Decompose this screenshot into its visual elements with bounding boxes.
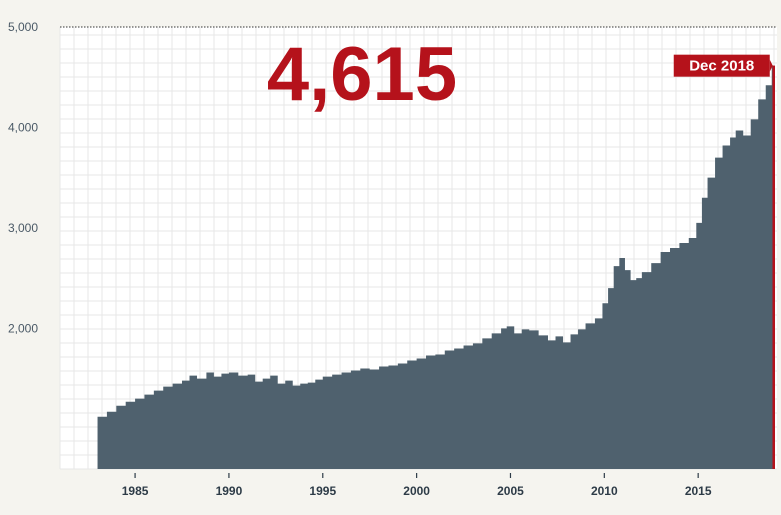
- end-tag-label: Dec 2018: [689, 58, 754, 75]
- x-tick-label: 1995: [309, 484, 336, 498]
- y-tick-label: 3,000: [8, 221, 38, 235]
- end-marker: Dec 2018: [673, 54, 775, 469]
- x-tick-label: 2005: [497, 484, 524, 498]
- x-tick-label: 1990: [216, 484, 243, 498]
- y-tick-label: 2,000: [8, 321, 38, 335]
- y-tick-label: 5,000: [8, 20, 38, 34]
- end-tag-pointer: [769, 59, 773, 72]
- end-tag-box: [673, 54, 770, 77]
- area-fill: [97, 65, 775, 470]
- x-tick-label: 1985: [122, 484, 149, 498]
- x-tick-label: 2015: [685, 484, 712, 498]
- y-tick-label: 4,000: [8, 120, 38, 134]
- x-axis: 1985 1990 1995 2000 2005 2010 2015: [122, 473, 712, 498]
- x-tick-label: 2010: [591, 484, 618, 498]
- x-tick-label: 2000: [403, 484, 430, 498]
- y-axis: 2,000 3,000 4,000 5,000: [8, 20, 38, 335]
- data-area: [97, 65, 775, 470]
- headline-value: 4,615: [267, 32, 457, 117]
